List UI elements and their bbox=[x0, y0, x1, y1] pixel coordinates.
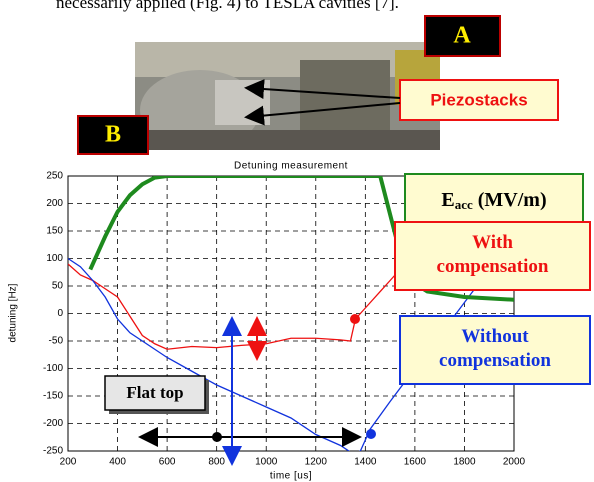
label-box bbox=[77, 115, 149, 155]
marker-dot bbox=[350, 314, 360, 324]
y-axis-label: detuning [Hz] bbox=[8, 283, 19, 342]
series-line bbox=[68, 257, 490, 451]
legend-box bbox=[394, 221, 591, 291]
x-tick-label: 600 bbox=[159, 457, 176, 468]
x-axis-label: time [us] bbox=[270, 471, 312, 482]
y-tick-label: -100 bbox=[43, 363, 63, 374]
legend-box bbox=[404, 173, 584, 227]
y-tick-label: 50 bbox=[52, 281, 64, 292]
y-tick-label: 250 bbox=[46, 171, 63, 182]
x-tick-label: 400 bbox=[109, 457, 126, 468]
x-tick-label: 1400 bbox=[354, 457, 377, 468]
y-tick-label: -150 bbox=[43, 391, 63, 402]
legend-entry: With compensation bbox=[437, 232, 549, 277]
x-tick-label: 1000 bbox=[255, 457, 278, 468]
x-tick-label: 2000 bbox=[503, 457, 526, 468]
y-tick-label: 150 bbox=[46, 226, 63, 237]
y-tick-label: -200 bbox=[43, 418, 63, 429]
x-tick-label: 1200 bbox=[305, 457, 328, 468]
caption-text: necessarily applied (Fig. 4) to TESLA ca… bbox=[56, 0, 399, 12]
legend-text: (MV/m) bbox=[478, 189, 547, 211]
marker-dot bbox=[366, 429, 376, 439]
overlay: Flat top Eacc (MV/m) With compensation Withou… bbox=[104, 173, 591, 466]
photo-label: A bbox=[453, 23, 471, 49]
legend-text: E bbox=[441, 189, 454, 211]
legend-entry: Without compensation bbox=[439, 326, 551, 371]
legend-entry: Eacc (MV/m) bbox=[441, 189, 546, 212]
photo bbox=[135, 42, 440, 150]
legend-text: acc bbox=[455, 197, 473, 212]
arrow bbox=[244, 79, 401, 100]
annotation: Piezostacks bbox=[430, 90, 527, 109]
annotation: Flat top bbox=[126, 383, 183, 402]
arrow bbox=[244, 102, 401, 126]
y-tick-label: -250 bbox=[43, 446, 63, 457]
x-tick-label: 1600 bbox=[404, 457, 427, 468]
label-box bbox=[424, 15, 501, 57]
annotation-box bbox=[104, 375, 206, 411]
x-tick-label: 200 bbox=[60, 457, 77, 468]
x-tick-label: 1800 bbox=[453, 457, 476, 468]
legend-box bbox=[399, 315, 591, 385]
x-tick-label: 800 bbox=[208, 457, 225, 468]
y-tick-label: 100 bbox=[46, 253, 63, 264]
y-tick-label: 200 bbox=[46, 198, 63, 209]
y-tick-label: -50 bbox=[49, 336, 64, 347]
marker-dot bbox=[212, 432, 222, 442]
chart-title: Detuning measurement bbox=[234, 161, 348, 172]
panel-label: B bbox=[105, 122, 121, 148]
y-tick-label: 0 bbox=[57, 308, 63, 319]
annotation-box bbox=[399, 79, 559, 121]
